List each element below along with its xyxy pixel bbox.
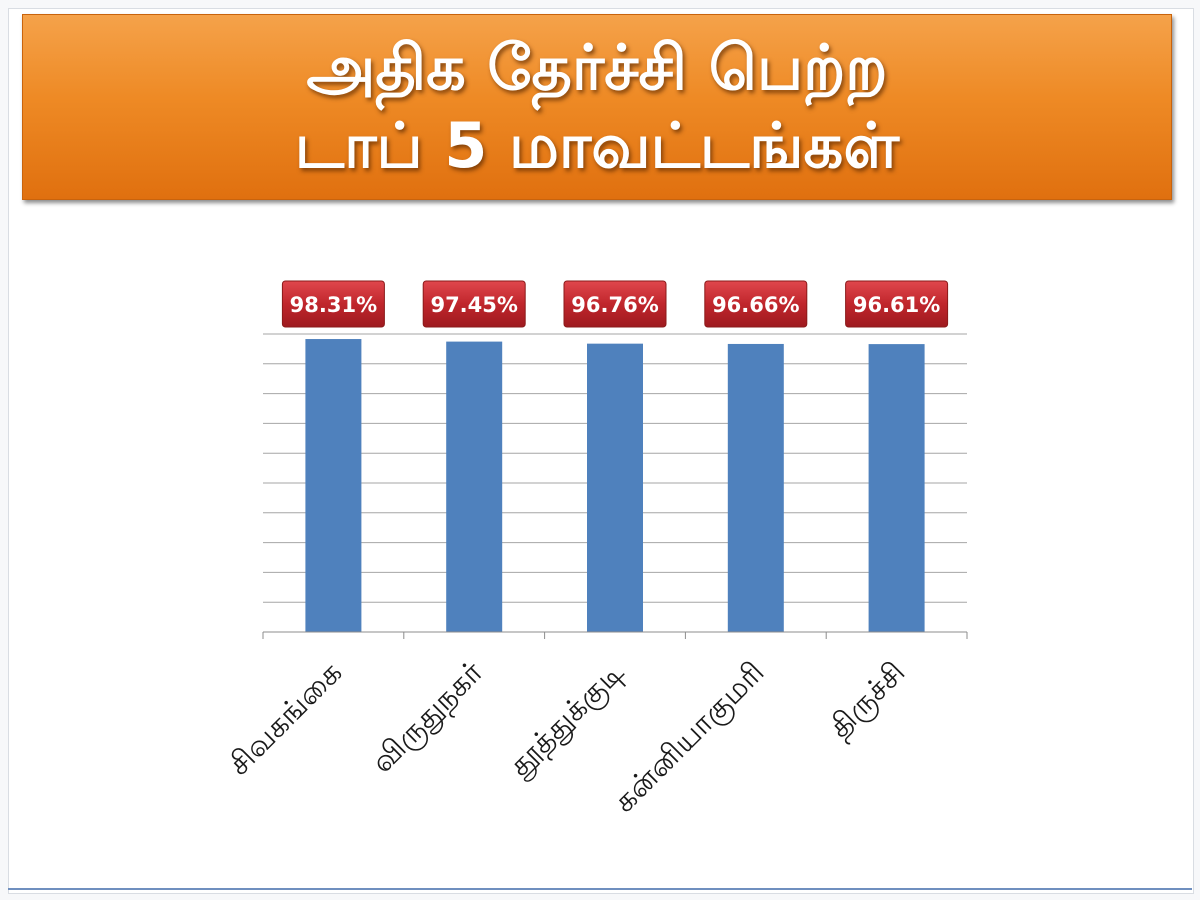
bars xyxy=(305,339,925,632)
x-axis xyxy=(262,631,968,639)
bar xyxy=(727,343,784,632)
bar xyxy=(868,344,925,632)
slide-bottom-border xyxy=(8,888,1192,890)
bar xyxy=(587,343,643,632)
title-line-2: டாப் 5 மாவட்டங்கள் xyxy=(294,109,900,182)
title-line-1: அதிக தேர்ச்சி பெற்ற xyxy=(306,31,888,104)
data-label: 96.76% xyxy=(571,293,658,317)
data-label-box xyxy=(281,280,385,328)
data-label: 96.66% xyxy=(712,293,799,317)
category-label: தூத்துக்குடி xyxy=(502,655,632,785)
category-labels: சிவகங்கை விருதுநகர் தூத்துக்குடிகன்னியாகும… xyxy=(222,655,914,821)
data-label-box xyxy=(845,280,949,328)
bar xyxy=(446,341,503,632)
data-label: 97.45% xyxy=(430,293,517,317)
data-label-box xyxy=(704,280,808,328)
category-label: கன்னியாகுமரி xyxy=(607,655,772,820)
data-label: 98.31% xyxy=(290,293,377,317)
category-label: சிவகங்கை xyxy=(222,655,349,782)
category-label: விருதுநகர் xyxy=(365,655,492,782)
title-banner: அதிக தேர்ச்சி பெற்ற டாப் 5 மாவட்டங்கள் xyxy=(22,14,1172,200)
data-label: 96.61% xyxy=(853,293,940,317)
data-labels: 98.31% 97.45% 96.76% 96.66% 96.61% xyxy=(281,280,949,328)
bar xyxy=(305,339,362,632)
data-label-box xyxy=(422,280,526,328)
category-label: திருச்சி xyxy=(822,655,914,747)
data-label-box xyxy=(563,280,667,328)
